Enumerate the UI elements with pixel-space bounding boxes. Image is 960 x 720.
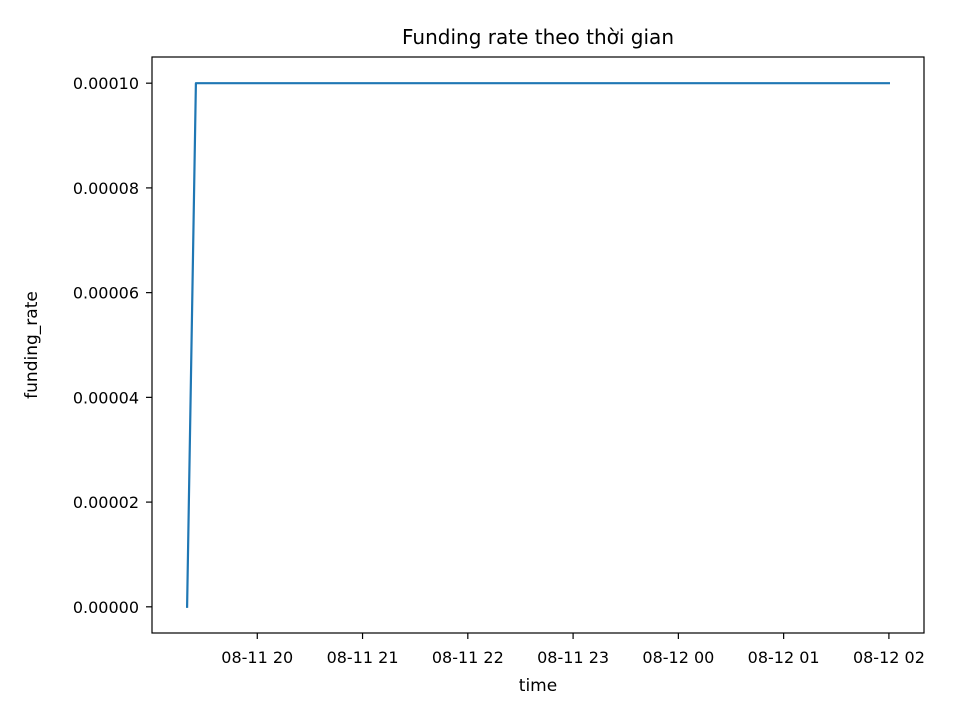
y-tick-label: 0.00010 bbox=[73, 74, 139, 93]
funding-rate-line bbox=[185, 82, 891, 608]
y-axis: 0.00000 0.00002 0.00004 0.00006 0.00008 0.000… bbox=[73, 74, 152, 617]
x-tick-label: 08-11 21 bbox=[327, 648, 399, 667]
x-tick-label: 08-11 23 bbox=[537, 648, 609, 667]
x-tick-label: 08-12 00 bbox=[642, 648, 714, 667]
x-tick-label: 08-11 20 bbox=[221, 648, 293, 667]
x-tick-label: 08-12 01 bbox=[748, 648, 820, 667]
plot-area bbox=[151, 56, 925, 634]
y-tick-label: 0.00004 bbox=[73, 388, 139, 407]
x-axis: 08-11 20 08-11 21 08-11 22 08-11 23 08-12 00… bbox=[221, 633, 925, 667]
x-tick-label: 08-11 22 bbox=[432, 648, 504, 667]
x-axis-label: time bbox=[519, 676, 557, 696]
x-tick-label: 08-12 02 bbox=[853, 648, 925, 667]
chart-title: Funding rate theo thời gian bbox=[402, 25, 674, 49]
y-tick-label: 0.00008 bbox=[73, 179, 139, 198]
plot-frame bbox=[151, 56, 925, 634]
y-tick-label: 0.00000 bbox=[73, 598, 139, 617]
y-tick-label: 0.00002 bbox=[73, 493, 139, 512]
series-layer bbox=[185, 82, 891, 608]
y-axis-label: funding_rate bbox=[22, 291, 42, 399]
y-tick-label: 0.00006 bbox=[73, 284, 139, 303]
